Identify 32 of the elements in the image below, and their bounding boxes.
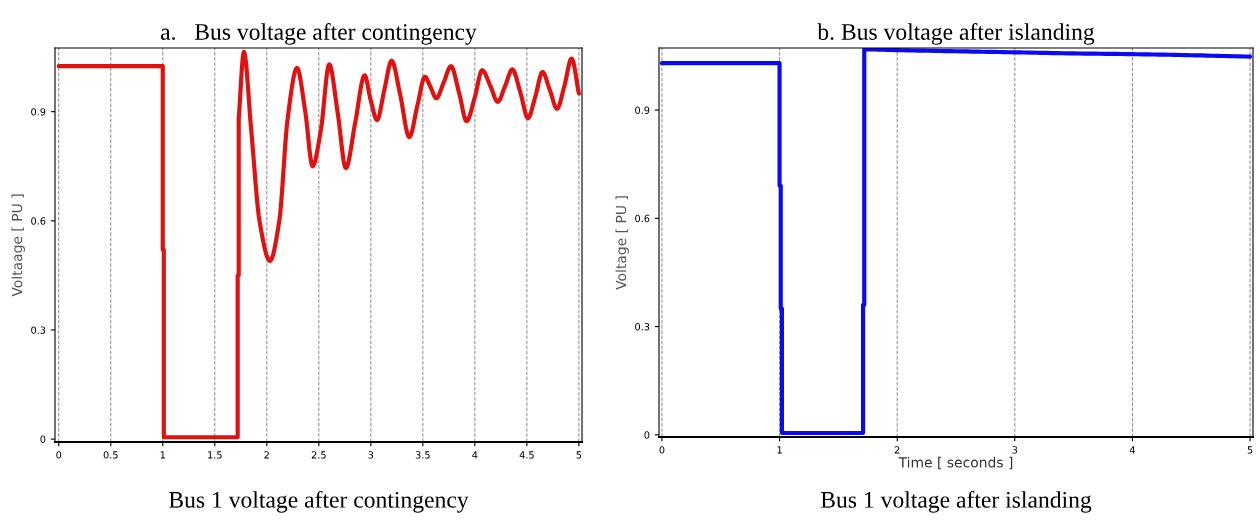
- x-tick-label: 4.5: [519, 451, 534, 459]
- x-tick-label: 2.5: [311, 451, 326, 459]
- x-tick-label: 4: [472, 451, 478, 459]
- x-tick-label: 0: [56, 451, 62, 459]
- y-axis-title: Voltaage [ PU ]: [11, 194, 25, 297]
- y-tick-label: 0: [40, 435, 46, 443]
- x-tick-label: 1.5: [208, 451, 222, 459]
- x-tick-label: 0.5: [103, 451, 118, 459]
- y-tick-label: 0.9: [635, 106, 650, 114]
- chart-title: a. Bus voltage after contingency: [160, 23, 477, 45]
- x-axis-title: Time [ seconds ]: [898, 456, 1013, 470]
- x-tick-label: 1: [160, 451, 165, 459]
- x-tick-label: 4: [1129, 446, 1135, 454]
- y-tick-label: 0.6: [31, 217, 46, 225]
- y-tick-label: 0.9: [31, 108, 46, 116]
- text: Bus 1 voltage after islanding: [820, 490, 1092, 513]
- y-tick-label: 0.3: [31, 326, 46, 334]
- y-tick-label: 0.6: [635, 214, 650, 223]
- x-tick-label: 2: [894, 446, 900, 454]
- x-tick-label: 2: [264, 451, 269, 459]
- y-tick-label: 0: [644, 431, 650, 439]
- y-axis-title: Voltage [ PU ]: [615, 196, 629, 290]
- x-tick-label: 3: [1012, 446, 1018, 454]
- x-tick-label: 3.5: [415, 451, 430, 459]
- x-tick-label: 0: [659, 446, 665, 454]
- y-tick-label: 0.3: [635, 323, 650, 331]
- x-tick-label: 5: [576, 451, 582, 459]
- x-tick-label: 1: [777, 446, 782, 454]
- x-tick-label: 5: [1247, 446, 1253, 454]
- text: Bus 1 voltage after contingency: [169, 490, 469, 513]
- chart-title: b. Bus voltage after islanding: [817, 23, 1095, 45]
- x-tick-label: 3: [368, 451, 374, 459]
